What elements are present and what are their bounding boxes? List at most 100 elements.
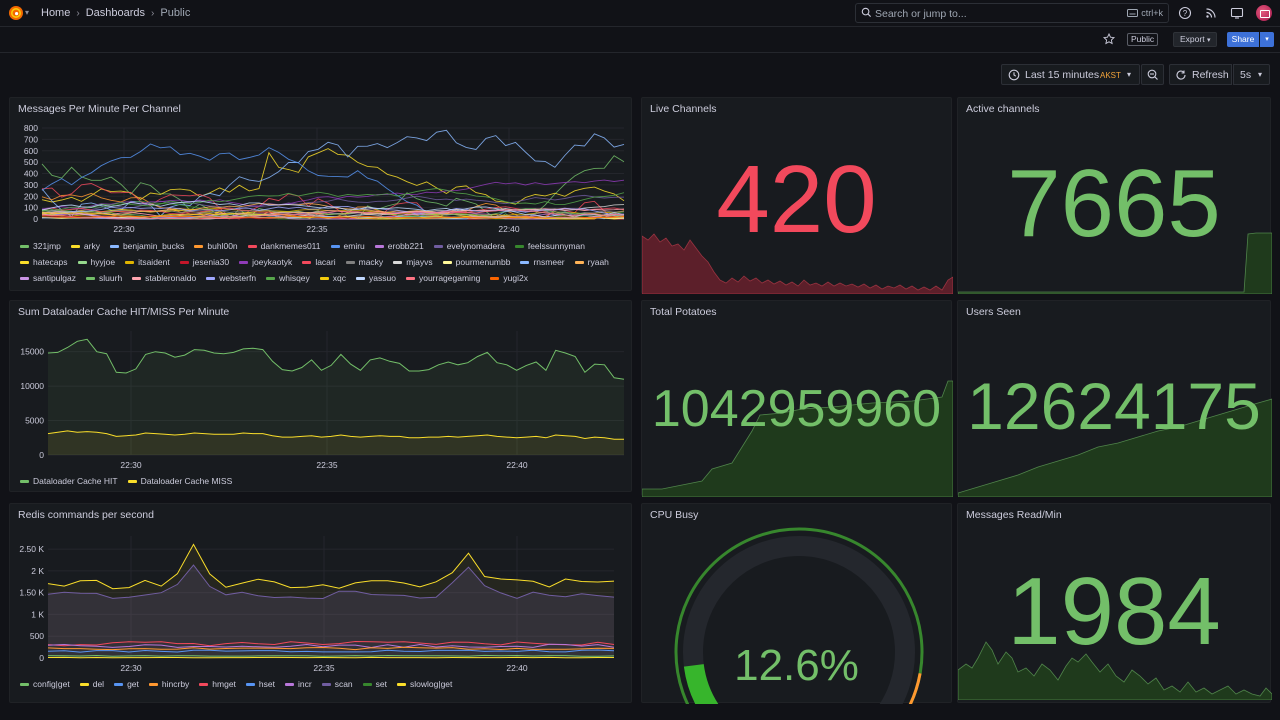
panel-users-seen[interactable]: Users Seen 12624175 xyxy=(957,300,1272,497)
legend-item[interactable]: whisqey xyxy=(266,273,310,283)
legend-item[interactable]: macky xyxy=(345,257,383,267)
panel-active-channels[interactable]: Active channels 7665 xyxy=(957,97,1272,294)
legend-swatch xyxy=(362,682,372,686)
panel-messages-read-min[interactable]: Messages Read/Min 1984 xyxy=(957,503,1272,703)
legend-item[interactable]: feelssunnyman xyxy=(514,241,585,251)
x-tick-label: 22:35 xyxy=(313,663,335,673)
legend-label: benjamin_bucks xyxy=(122,241,185,251)
panel-messages-per-minute[interactable]: Messages Per Minute Per Channel 0 100 200 3… xyxy=(9,97,632,291)
legend-item[interactable]: arky xyxy=(70,241,100,251)
y-tick-label: 600 xyxy=(24,146,38,156)
refresh-button[interactable]: Refresh xyxy=(1169,64,1232,85)
legend-item[interactable]: Dataloader Cache MISS xyxy=(127,476,232,486)
y-tick-label: 15000 xyxy=(20,347,44,357)
legend-item[interactable]: yassuo xyxy=(356,273,396,283)
search-input[interactable]: Search or jump to... ctrl+k xyxy=(855,3,1169,23)
series-area xyxy=(48,430,624,455)
legend-item[interactable]: incr xyxy=(285,679,312,689)
legend-item[interactable]: jesenia30 xyxy=(179,257,229,267)
rss-feed-icon[interactable] xyxy=(1204,6,1218,20)
share-options-button[interactable]: ▾ xyxy=(1260,32,1274,47)
users-seen-sparkline xyxy=(958,398,1272,497)
share-button[interactable]: Share xyxy=(1227,32,1259,47)
shortcut-label: ctrl+k xyxy=(1141,8,1163,18)
help-icon[interactable]: ? xyxy=(1178,6,1192,20)
series-area xyxy=(48,339,624,455)
series-line xyxy=(47,640,615,647)
legend-item[interactable]: evelynomadera xyxy=(433,241,505,251)
panel-redis-commands[interactable]: Redis commands per second 0 500 1 K 1.50 K 2… xyxy=(9,503,632,703)
panel-dataloader-cache[interactable]: Sum Dataloader Cache HIT/MISS Per Minute… xyxy=(9,300,632,492)
legend-item[interactable]: itsaident xyxy=(125,257,170,267)
legend-swatch xyxy=(70,244,80,248)
legend-item[interactable]: slowlog|get xyxy=(397,679,452,689)
legend-item[interactable]: hatecaps xyxy=(20,257,68,267)
legend-item[interactable]: sluurh xyxy=(86,273,122,283)
legend-item[interactable]: santipulgaz xyxy=(20,273,76,283)
legend-item[interactable]: rnsmeer xyxy=(520,257,565,267)
legend-item[interactable]: pourmenumbb xyxy=(442,257,510,267)
legend-item[interactable]: del xyxy=(79,679,104,689)
series-line xyxy=(41,205,625,216)
grafana-logo-icon[interactable] xyxy=(8,5,24,21)
y-tick-label: 700 xyxy=(24,134,38,144)
legend-item[interactable]: xqc xyxy=(319,273,346,283)
breadcrumb-home[interactable]: Home xyxy=(41,7,71,19)
refresh-label: Refresh xyxy=(1192,69,1229,81)
legend-swatch xyxy=(302,260,312,264)
legend-item[interactable]: hmget xyxy=(199,679,236,689)
legend-label: websterfn xyxy=(219,273,257,283)
legend-item[interactable]: erobb221 xyxy=(374,241,424,251)
breadcrumb-dashboards[interactable]: Dashboards xyxy=(85,7,146,19)
refresh-interval-picker[interactable]: 5s ▾ xyxy=(1233,64,1270,85)
legend-label: set xyxy=(375,679,388,689)
legend-item[interactable]: hset xyxy=(245,679,275,689)
legend-item[interactable]: yourragegaming xyxy=(405,273,480,283)
legend-item[interactable]: buhl00n xyxy=(194,241,238,251)
export-label: Export xyxy=(1180,34,1205,44)
chevron-down-icon[interactable]: ▾ xyxy=(25,8,30,17)
legend-label: evelynomadera xyxy=(446,241,505,251)
clock-icon xyxy=(1008,69,1020,81)
legend-item[interactable]: dankmemes011 xyxy=(247,241,321,251)
legend-item[interactable]: get xyxy=(114,679,139,689)
star-icon[interactable] xyxy=(1103,33,1115,45)
x-tick-label: 22:40 xyxy=(506,460,528,470)
panel-title: Sum Dataloader Cache HIT/MISS Per Minute xyxy=(18,306,230,318)
y-tick-label: 10000 xyxy=(20,381,44,391)
export-button[interactable]: Export ▾ xyxy=(1173,32,1218,47)
legend-item[interactable]: yugi2x xyxy=(490,273,528,283)
legend-item[interactable]: benjamin_bucks xyxy=(109,241,185,251)
legend-item[interactable]: joeykaotyk xyxy=(239,257,292,267)
avatar[interactable] xyxy=(1256,5,1272,21)
legend-item[interactable]: emiru xyxy=(330,241,365,251)
zoom-out-button[interactable] xyxy=(1141,64,1164,85)
legend-item[interactable]: mjayvs xyxy=(393,257,433,267)
panel-total-potatoes[interactable]: Total Potatoes 1042959960 xyxy=(641,300,953,497)
panel-live-channels[interactable]: Live Channels 420 xyxy=(641,97,953,294)
legend-label: ryaah xyxy=(587,257,609,267)
legend-swatch xyxy=(132,276,142,280)
time-range-picker[interactable]: Last 15 minutes AKST ▾ xyxy=(1001,64,1140,85)
legend-label: erobb221 xyxy=(387,241,424,251)
legend-swatch xyxy=(206,276,216,280)
legend-item[interactable]: hincrby xyxy=(148,679,189,689)
legend-item[interactable]: ryaah xyxy=(574,257,609,267)
series-line xyxy=(41,148,625,205)
legend-swatch xyxy=(374,244,384,248)
legend-item[interactable]: set xyxy=(362,679,388,689)
legend-item[interactable]: lacari xyxy=(302,257,336,267)
legend-item[interactable]: Dataloader Cache HIT xyxy=(20,476,118,486)
dock-menu-icon[interactable] xyxy=(1230,6,1244,20)
legend-item[interactable]: 321jmp xyxy=(20,241,61,251)
gauge-track xyxy=(683,536,915,704)
legend-label: yassuo xyxy=(369,273,396,283)
legend-item[interactable]: config|get xyxy=(20,679,70,689)
legend-item[interactable]: hyyjoe xyxy=(77,257,115,267)
legend-item[interactable]: websterfn xyxy=(206,273,256,283)
legend-item[interactable]: scan xyxy=(321,679,353,689)
panel-cpu-busy[interactable]: CPU Busy 12.6% xyxy=(641,503,952,704)
x-tick-label: 22:30 xyxy=(120,460,142,470)
legend-item[interactable]: stableronaldo xyxy=(132,273,196,283)
